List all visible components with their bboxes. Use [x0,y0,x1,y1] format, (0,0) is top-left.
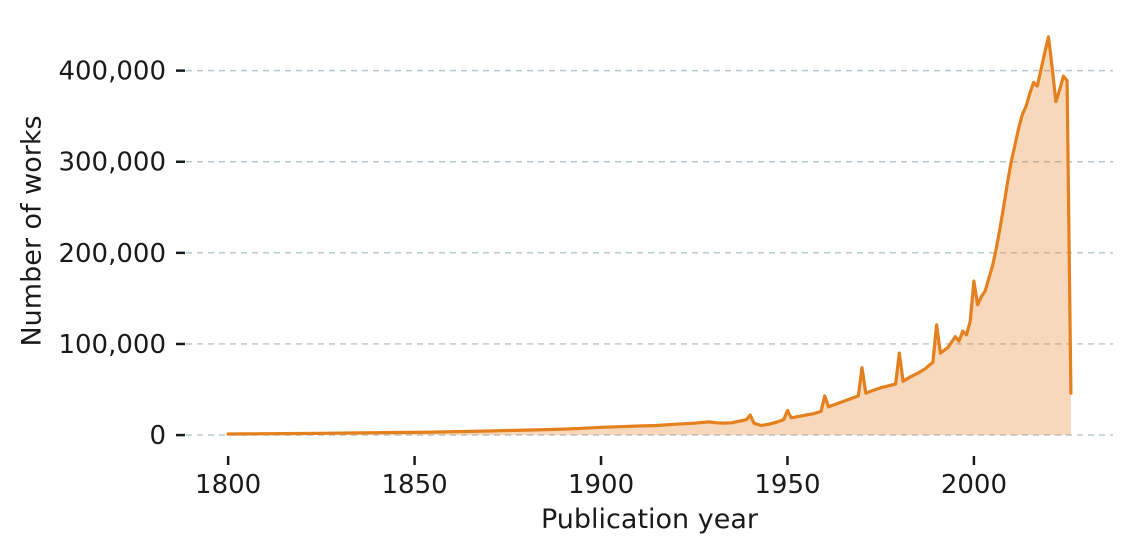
x-tick-label: 1950 [754,470,820,500]
y-tick-label: 300,000 [58,148,166,178]
y-tick-label: 0 [149,421,166,451]
y-axis-label: Number of works [16,115,48,347]
y-tick-label: 400,000 [58,57,166,87]
y-tick-label: 200,000 [58,239,166,269]
x-tick-label: 1850 [381,470,447,500]
x-tick-label: 1900 [568,470,634,500]
x-axis-label: Publication year [541,504,758,535]
data-line [226,35,1073,436]
y-tick-label: 100,000 [58,330,166,360]
area-fill [228,36,1071,436]
x-tick-label: 2000 [941,470,1007,500]
x-tick-label: 1800 [195,470,261,500]
